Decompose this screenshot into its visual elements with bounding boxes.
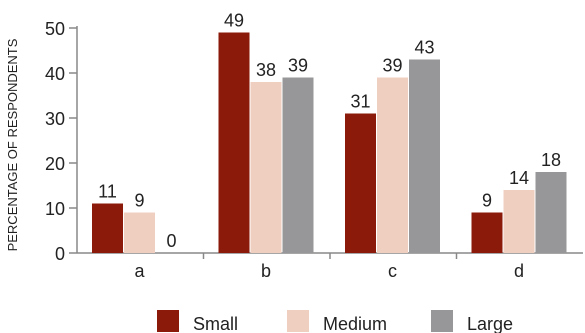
y-tick-label: 40 — [45, 64, 65, 84]
data-label: 39 — [382, 56, 402, 76]
data-label: 49 — [224, 11, 244, 31]
x-tick-label: b — [261, 261, 271, 281]
data-label: 0 — [166, 231, 176, 251]
legend-swatch-medium — [287, 310, 309, 332]
data-label: 39 — [288, 56, 308, 76]
legend-label-small: Small — [193, 314, 238, 333]
x-tick-label: c — [388, 261, 397, 281]
bar-large-b — [282, 77, 314, 253]
data-label: 31 — [350, 92, 370, 112]
bar-medium-c — [377, 77, 408, 253]
bar-medium-b — [250, 82, 282, 253]
y-tick-label: 20 — [45, 154, 65, 174]
bar-medium-d — [503, 190, 535, 253]
legend-swatch-large — [431, 310, 453, 332]
bar-large-d — [535, 172, 567, 253]
x-tick-label: d — [514, 261, 524, 281]
data-label: 9 — [134, 191, 144, 211]
bar-small-c — [345, 113, 376, 253]
y-axis-title: PERCENTAGE OF RESPONDENTS — [5, 38, 20, 251]
y-tick-label: 0 — [55, 244, 65, 264]
legend-label-large: Large — [467, 314, 513, 333]
bar-small-a — [92, 203, 123, 253]
legend: Small Medium Large — [157, 310, 513, 333]
data-label: 43 — [414, 38, 434, 58]
bar-large-c — [409, 59, 440, 253]
data-label: 9 — [482, 191, 492, 211]
y-tick-label: 50 — [45, 19, 65, 39]
y-axis: 0 10 20 30 40 50 — [45, 19, 78, 264]
bar-small-b — [218, 32, 250, 253]
data-labels: 11 9 0 49 38 39 31 39 43 9 14 18 — [98, 11, 561, 252]
data-label: 38 — [256, 60, 276, 80]
bar-small-d — [471, 212, 503, 253]
legend-swatch-small — [157, 310, 179, 332]
data-label: 18 — [541, 150, 561, 170]
bar-medium-a — [124, 212, 155, 253]
data-label: 14 — [509, 168, 529, 188]
legend-label-medium: Medium — [323, 314, 387, 333]
x-tick-label: a — [134, 261, 145, 281]
x-axis: a b c d — [77, 252, 583, 281]
data-label: 11 — [98, 182, 117, 202]
y-tick-label: 30 — [45, 109, 65, 129]
y-tick-label: 10 — [45, 199, 65, 219]
bars — [92, 32, 567, 253]
